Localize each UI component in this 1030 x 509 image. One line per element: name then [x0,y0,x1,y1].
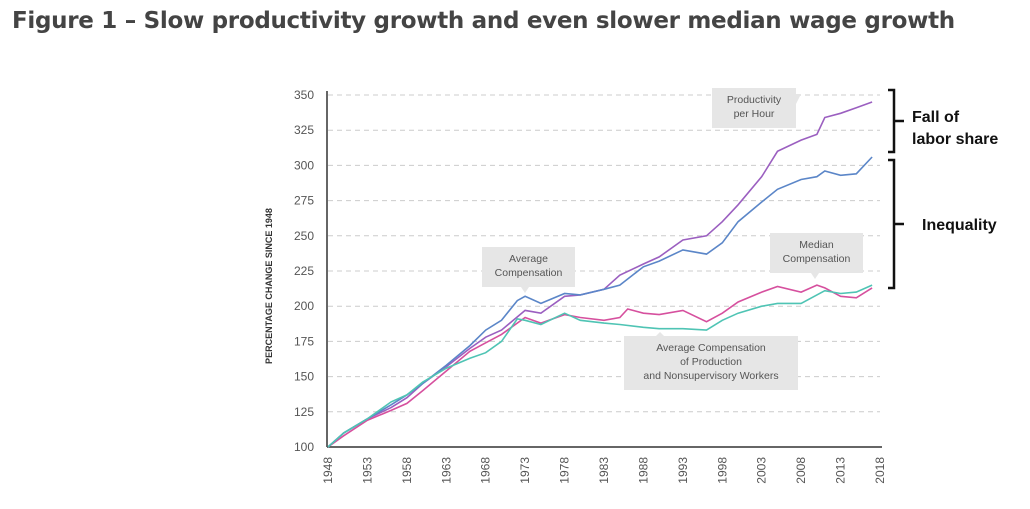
x-tick-label: 1973 [518,457,532,484]
x-tick-label: 1963 [439,457,453,484]
x-tick-label: 2008 [794,457,808,484]
callout-average-compensation: Average Compensation [482,247,575,293]
y-tick-label: 175 [294,334,314,348]
callout-median-compensation: Median Compensation [770,233,863,279]
callout-text: Average Compensation [656,342,766,354]
x-tick-label: 1978 [558,457,572,484]
bracket-inequality: Inequality [888,158,997,290]
series-line-average-compensation [327,156,873,448]
x-tick-label: 2013 [834,457,848,484]
y-tick-label: 225 [294,264,314,278]
callout-text: per Hour [734,108,775,120]
bracket-label: labor share [912,131,998,148]
bracket-label: Inequality [922,217,997,234]
y-tick-label: 200 [294,299,314,313]
x-tick-label: 2003 [755,457,769,484]
y-tick-label: 125 [294,405,314,419]
callout-text: Median [799,239,834,251]
callout-text: and Nonsupervisory Workers [643,370,778,382]
x-tick-label: 1968 [479,457,493,484]
y-tick-label: 350 [294,88,314,102]
x-tick-label: 1993 [676,457,690,484]
y-tick-label: 150 [294,370,314,384]
callout-text: Productivity [727,94,782,106]
figure-title: Figure 1 – Slow productivity growth and … [12,8,955,34]
callout-text: of Production [680,356,742,368]
bracket-fall-of-labor-share: Fall of labor share [888,88,998,154]
series-line-productivity [327,101,873,448]
x-tick-label: 1983 [597,457,611,484]
x-tick-label: 1953 [360,457,374,484]
series-line-median-compensation [327,284,873,448]
bracket-label: Fall of [912,109,960,126]
x-tick-label: 1998 [715,457,729,484]
y-axis-label: PERCENTAGE CHANGE SINCE 1948 [264,208,274,364]
x-tick-label: 1948 [321,457,335,484]
y-tick-label: 325 [294,123,314,137]
callout-text: Compensation [495,267,563,279]
callout-text: Average [509,253,548,265]
y-tick-label: 300 [294,158,314,172]
x-tick-label: 1988 [636,457,650,484]
callout-productivity: Productivity per Hour [712,88,800,128]
x-tick-label: 2018 [873,457,887,484]
y-tick-label: 100 [294,440,314,454]
callout-production-workers: Average Compensation of Production and Non… [624,332,798,390]
x-tick-label: 1958 [400,457,414,484]
callout-text: Compensation [783,253,851,265]
y-tick-label: 275 [294,194,314,208]
series-line-production-workers [327,284,873,448]
y-tick-label: 250 [294,229,314,243]
